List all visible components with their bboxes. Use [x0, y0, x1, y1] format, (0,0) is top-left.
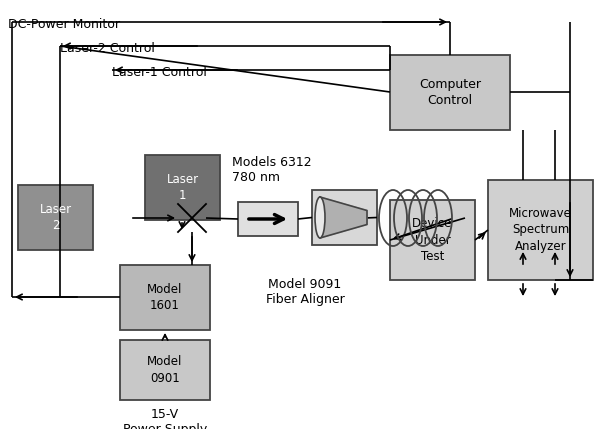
Text: Model 9091
Fiber Aligner: Model 9091 Fiber Aligner	[266, 278, 344, 306]
Text: Model
0901: Model 0901	[148, 355, 182, 385]
Bar	[18, 185, 93, 250]
Bar	[145, 155, 220, 220]
Text: Laser-1 Control: Laser-1 Control	[112, 66, 207, 79]
Bar	[488, 180, 593, 280]
Text: Computer
Control: Computer Control	[419, 78, 481, 107]
Text: Microwave
Spectrum
Analyzer: Microwave Spectrum Analyzer	[509, 207, 572, 253]
Ellipse shape	[315, 197, 325, 238]
Bar	[390, 200, 475, 280]
Polygon shape	[320, 197, 367, 238]
Text: Laser
2: Laser 2	[40, 203, 71, 232]
Bar	[390, 55, 510, 130]
Text: DC-Power Monitor: DC-Power Monitor	[8, 18, 120, 31]
Bar	[312, 190, 377, 245]
Text: Models 6312
780 nm: Models 6312 780 nm	[232, 156, 311, 184]
Text: Device
Under
Test: Device Under Test	[412, 217, 452, 263]
Bar	[120, 265, 210, 330]
Text: Laser-2 Control: Laser-2 Control	[60, 42, 155, 55]
Text: Laser
1: Laser 1	[166, 173, 199, 202]
Text: 15-V
Power Supply: 15-V Power Supply	[123, 408, 207, 429]
Bar	[238, 202, 298, 236]
Bar	[120, 340, 210, 400]
Text: Model
1601: Model 1601	[148, 283, 182, 312]
